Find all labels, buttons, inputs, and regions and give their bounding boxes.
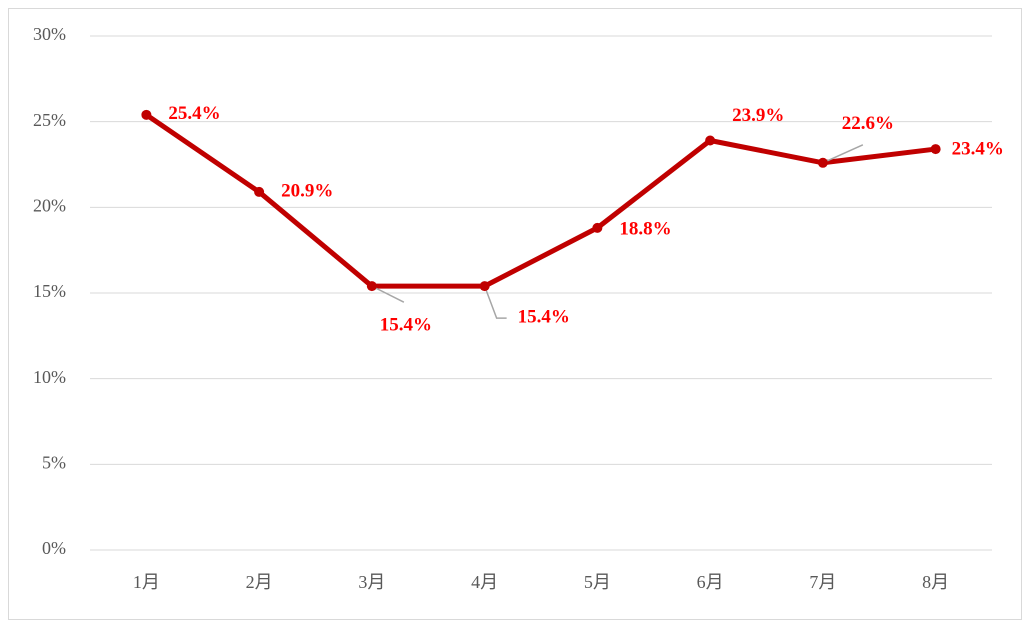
value-label: 15.4%	[518, 307, 570, 328]
data-point	[930, 144, 941, 155]
x-tick-label: 6月	[697, 572, 724, 592]
leader-line	[371, 285, 405, 303]
x-tick-label: 5月	[584, 572, 611, 592]
value-label: 23.4%	[952, 138, 1004, 159]
value-label: 18.8%	[619, 218, 671, 239]
leader-line	[822, 144, 864, 164]
x-tick-label: 4月	[471, 572, 498, 592]
data-point	[254, 186, 265, 197]
data-point	[366, 281, 377, 292]
x-tick-label: 8月	[922, 572, 949, 592]
y-tick-label: 10%	[33, 367, 66, 387]
y-tick-label: 15%	[33, 281, 66, 301]
data-line	[144, 112, 936, 289]
value-label: 22.6%	[842, 113, 894, 134]
y-tick-label: 25%	[33, 110, 66, 130]
y-tick-label: 5%	[42, 452, 66, 472]
value-label: 20.9%	[281, 180, 333, 201]
x-tick-label: 1月	[133, 572, 160, 592]
chart-border	[8, 8, 1022, 620]
data-point	[141, 109, 152, 120]
value-label: 25.4%	[168, 103, 220, 124]
x-tick-label: 7月	[809, 572, 836, 592]
x-tick-label: 2月	[246, 572, 273, 592]
data-point	[479, 281, 490, 292]
data-point	[592, 222, 603, 233]
data-point	[817, 157, 828, 168]
data-point	[705, 135, 716, 146]
value-label: 23.9%	[732, 105, 784, 126]
value-label: 15.4%	[380, 315, 432, 336]
y-tick-label: 20%	[33, 195, 66, 215]
x-tick-label: 3月	[358, 572, 385, 592]
leader-line	[483, 285, 507, 319]
y-tick-label: 30%	[33, 24, 66, 44]
y-tick-label: 0%	[42, 538, 66, 558]
